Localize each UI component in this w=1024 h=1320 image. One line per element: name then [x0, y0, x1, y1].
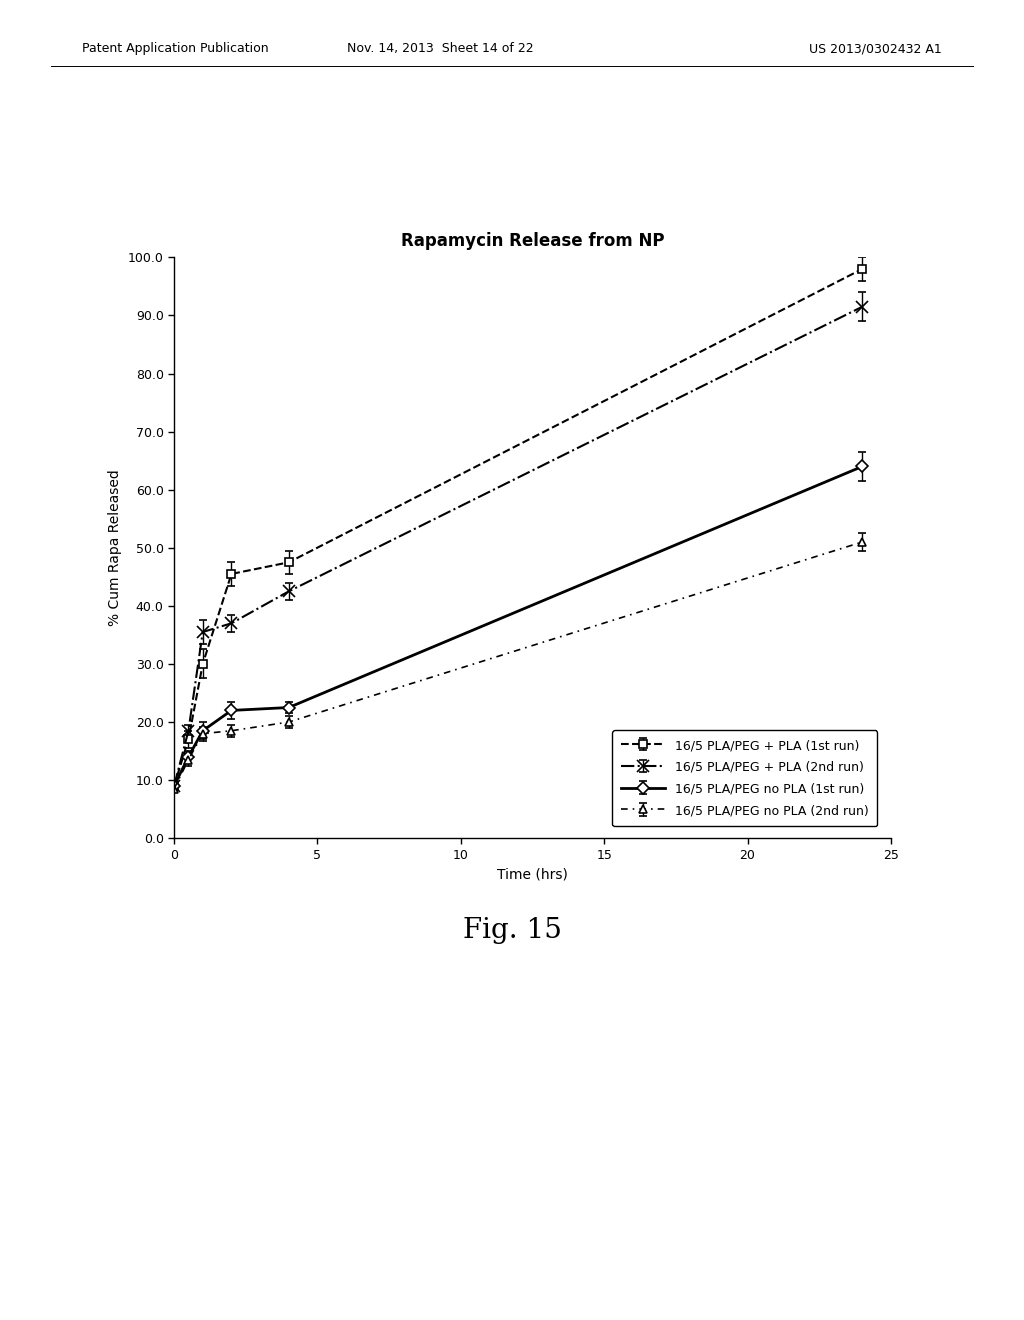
Legend: 16/5 PLA/PEG + PLA (1st run), 16/5 PLA/PEG + PLA (2nd run), 16/5 PLA/PEG no PLA : 16/5 PLA/PEG + PLA (1st run), 16/5 PLA/P… — [612, 730, 878, 826]
Text: Nov. 14, 2013  Sheet 14 of 22: Nov. 14, 2013 Sheet 14 of 22 — [347, 42, 534, 55]
X-axis label: Time (hrs): Time (hrs) — [497, 867, 568, 882]
Text: US 2013/0302432 A1: US 2013/0302432 A1 — [809, 42, 942, 55]
Text: Fig. 15: Fig. 15 — [463, 917, 561, 944]
Title: Rapamycin Release from NP: Rapamycin Release from NP — [400, 232, 665, 251]
Text: Patent Application Publication: Patent Application Publication — [82, 42, 268, 55]
Y-axis label: % Cum Rapa Released: % Cum Rapa Released — [109, 470, 122, 626]
